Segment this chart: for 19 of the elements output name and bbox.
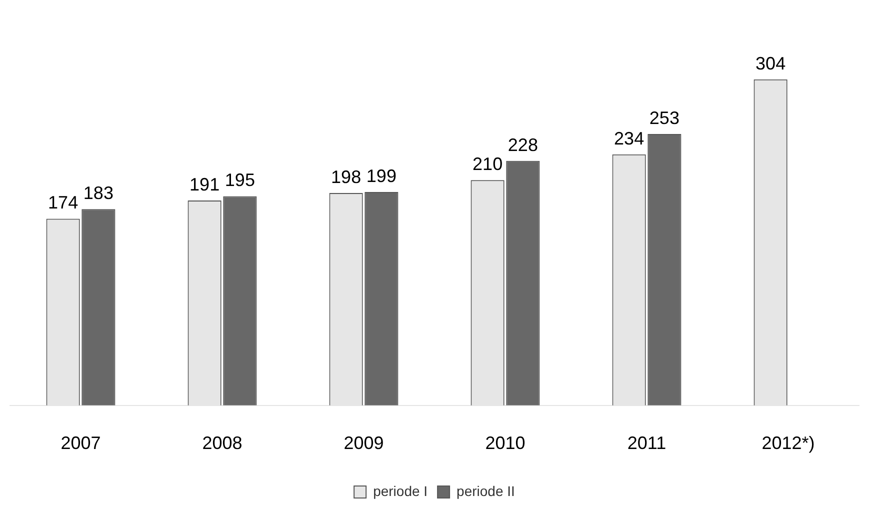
data-label: 228 <box>508 134 538 155</box>
data-label: 199 <box>366 166 396 186</box>
legend-label: periode II <box>456 482 515 499</box>
data-label: 191 <box>190 174 220 195</box>
data-label: 253 <box>649 108 680 128</box>
data-label: 174 <box>48 192 78 213</box>
data-label: 210 <box>472 154 503 174</box>
data-label: 234 <box>614 128 644 148</box>
data-label: 195 <box>224 170 255 190</box>
data-label: 198 <box>331 167 362 187</box>
legend-label: periode I <box>373 482 428 499</box>
x-tick-label: 2009 <box>344 433 384 454</box>
data-label: 304 <box>756 53 786 74</box>
x-tick-label: 2011 <box>627 433 666 454</box>
x-tick-label: 2012*) <box>762 433 815 454</box>
x-tick-label: 2008 <box>202 433 242 454</box>
data-label: 183 <box>83 183 114 204</box>
x-tick-label: 2010 <box>485 433 526 454</box>
x-tick-label: 2007 <box>60 433 101 454</box>
